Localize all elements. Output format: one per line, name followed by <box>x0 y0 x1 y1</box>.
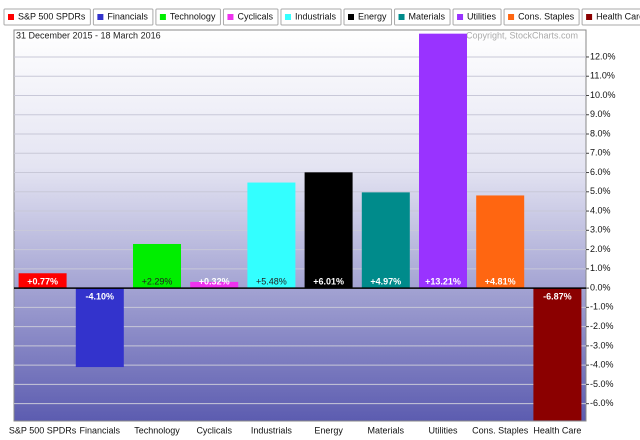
y-tick-label: 1.0% <box>590 263 611 273</box>
value-label: +13.21% <box>425 276 461 286</box>
legend-swatch <box>586 14 593 20</box>
legend-item: Technology <box>155 8 221 26</box>
legend-item: Utilities <box>452 8 502 26</box>
bar <box>361 192 410 289</box>
y-tick-label: 7.0% <box>590 148 611 158</box>
x-tick-label: Health Care <box>533 425 581 435</box>
legend-swatch <box>227 14 234 20</box>
value-label: -6.87% <box>543 291 572 301</box>
value-label: +5.48% <box>256 276 287 286</box>
legend-box <box>92 8 154 26</box>
legend-label: Energy <box>358 11 387 21</box>
legend-item: Cons. Staples <box>503 8 580 26</box>
legend-label: Health Care <box>596 11 640 21</box>
legend-box <box>222 8 279 26</box>
y-tick-label: -4.0% <box>590 360 614 370</box>
x-tick-label: Financials <box>80 425 121 435</box>
x-tick-label: S&P 500 SPDRs <box>9 425 77 435</box>
y-tick-label: 10.0% <box>590 90 616 100</box>
legend-swatch <box>398 14 405 20</box>
legend-item: Cyclicals <box>222 8 279 26</box>
bar <box>75 288 124 368</box>
y-tick-label: 8.0% <box>590 128 611 138</box>
legend-label: Financials <box>107 11 148 21</box>
legend-box <box>280 8 342 26</box>
legend-item: Financials <box>92 8 154 26</box>
legend-item: Materials <box>394 8 451 26</box>
legend-swatch <box>348 14 354 20</box>
x-tick-label: Technology <box>134 425 180 435</box>
legend-box <box>452 8 502 26</box>
y-tick-label: 3.0% <box>590 225 611 235</box>
y-tick-label: 6.0% <box>590 167 611 177</box>
value-label: -4.10% <box>86 291 115 301</box>
x-tick-label: Industrials <box>251 425 293 435</box>
y-tick-label: 4.0% <box>590 205 611 215</box>
legend-label: S&P 500 SPDRs <box>18 11 86 21</box>
bar <box>247 182 296 289</box>
legend-swatch <box>159 14 166 20</box>
bar <box>304 172 353 289</box>
legend-item: S&P 500 SPDRs <box>3 8 91 26</box>
y-tick-label: -1.0% <box>590 302 614 312</box>
x-tick-label: Cons. Staples <box>472 425 529 435</box>
bar <box>190 281 239 289</box>
bar <box>133 243 181 289</box>
legend-swatch <box>457 14 464 20</box>
legend-box <box>3 8 91 26</box>
legend-label: Utilities <box>467 11 497 21</box>
bar <box>419 33 467 289</box>
legend-label: Materials <box>409 11 446 21</box>
legend-item: Industrials <box>280 8 342 26</box>
subtitle: 31 December 2015 - 18 March 2016 <box>16 30 161 40</box>
y-tick-label: 2.0% <box>590 244 611 254</box>
y-tick-label: -5.0% <box>590 379 614 389</box>
y-tick-label: -6.0% <box>590 398 614 408</box>
y-tick-label: -2.0% <box>590 321 614 331</box>
legend-label: Cyclicals <box>237 11 273 21</box>
y-tick-label: 0.0% <box>590 282 611 292</box>
legend-swatch <box>8 14 14 20</box>
value-label: +2.29% <box>142 276 173 286</box>
legend-swatch <box>284 14 291 20</box>
value-label: +4.81% <box>485 276 516 286</box>
legend-box <box>155 8 221 26</box>
value-label: +0.32% <box>199 276 230 286</box>
y-tick-label: 5.0% <box>590 186 611 196</box>
legend-box <box>581 8 640 26</box>
legend-label: Cons. Staples <box>518 11 575 21</box>
value-label: +6.01% <box>313 276 344 286</box>
legend: S&P 500 SPDRs Financials Technology Cyclica… <box>3 8 640 26</box>
x-tick-label: Materials <box>368 425 405 435</box>
legend-label: Industrials <box>295 11 337 21</box>
y-tick-label: -3.0% <box>590 340 614 350</box>
legend-box <box>343 8 393 26</box>
y-tick-label: 9.0% <box>590 109 611 119</box>
legend-box <box>394 8 451 26</box>
legend-swatch <box>97 14 104 20</box>
legend-label: Technology <box>170 11 216 21</box>
legend-item: Energy <box>343 8 393 26</box>
bar <box>533 288 582 421</box>
credit: Copyright, StockCharts.com <box>466 30 578 40</box>
x-tick-label: Cyclicals <box>196 425 232 435</box>
y-tick-label: 12.0% <box>590 51 616 61</box>
x-tick-label: Utilities <box>428 425 458 435</box>
bar <box>476 195 525 289</box>
value-label: +0.77% <box>27 276 58 286</box>
legend-item: Health Care <box>581 8 640 26</box>
legend-swatch <box>508 14 515 20</box>
value-label: +4.97% <box>370 276 401 286</box>
y-tick-label: 11.0% <box>590 71 615 81</box>
bar <box>18 273 67 289</box>
legend-box <box>503 8 580 26</box>
x-tick-label: Energy <box>314 425 343 435</box>
